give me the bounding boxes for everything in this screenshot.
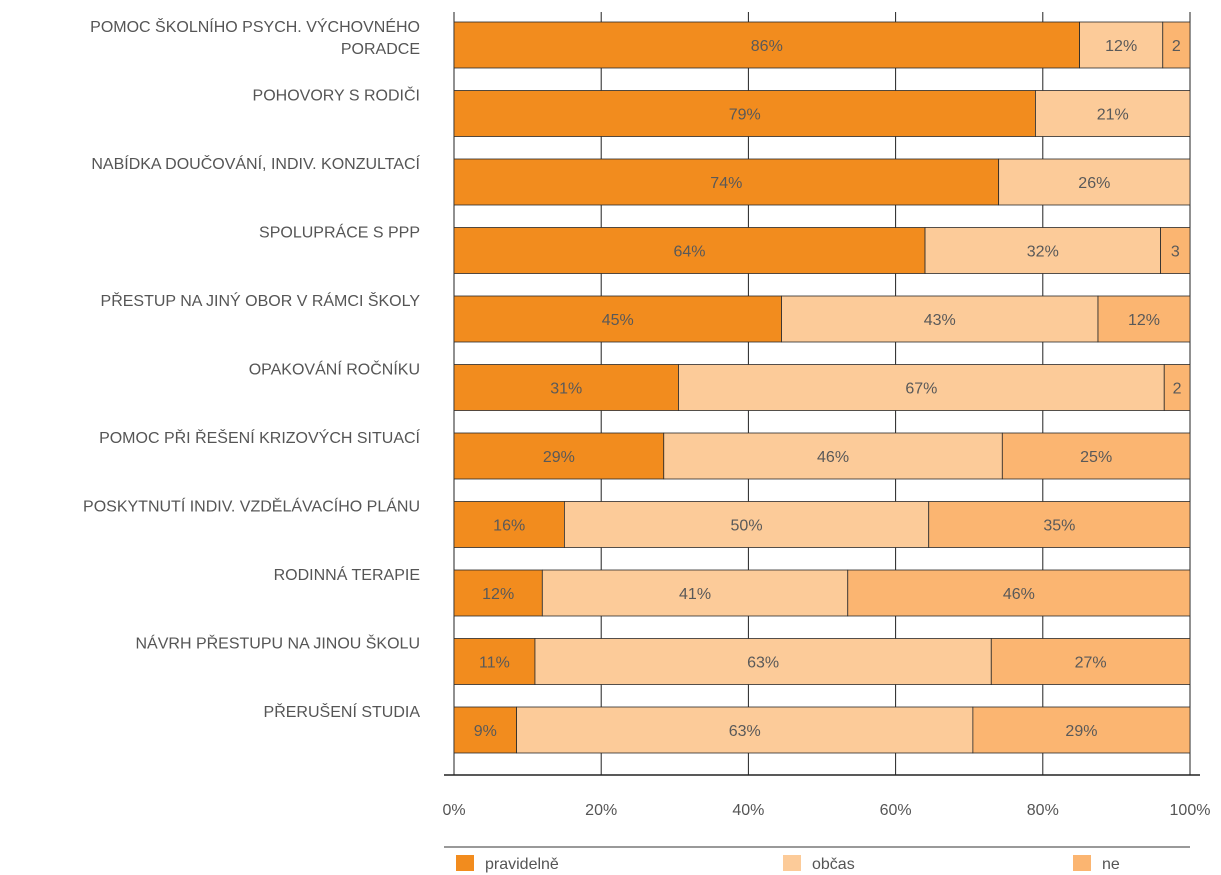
legend-swatch — [456, 855, 474, 871]
x-tick-label: 20% — [585, 802, 617, 819]
category-label: POMOC PŘI ŘEŠENÍ KRIZOVÝCH SITUACÍ — [99, 428, 420, 447]
data-label: 2 — [1172, 38, 1181, 55]
bar-segment — [928, 501, 1191, 548]
bar-segment — [1001, 432, 1191, 480]
bar-segment — [453, 21, 1080, 69]
data-label: 64% — [674, 244, 706, 261]
bar-segment — [534, 638, 992, 685]
legend-label: ne — [1102, 856, 1120, 873]
bar-segment — [453, 364, 679, 411]
category-labels: POMOC ŠKOLNÍHO PSYCH. VÝCHOVNÉHO PORADCE P… — [83, 17, 421, 721]
data-label: 3 — [1171, 244, 1180, 261]
bar-segment — [972, 706, 1191, 754]
category-label: NABÍDKA DOUČOVÁNÍ, INDIV. KONZULTACÍ — [91, 154, 420, 173]
data-label: 2 — [1173, 381, 1182, 398]
legend-swatch — [783, 855, 801, 871]
category-label: SPOLUPRÁCE S PPP — [259, 223, 420, 242]
bar-segment — [453, 706, 517, 754]
x-tick-label: 60% — [880, 802, 912, 819]
data-label: 86% — [751, 38, 783, 55]
category-label: NÁVRH PŘESTUPU NA JINOU ŠKOLU — [136, 634, 421, 653]
bar-segment — [453, 295, 782, 343]
bar-segment — [1035, 90, 1191, 137]
data-label: 41% — [679, 586, 711, 603]
data-label: 16% — [493, 518, 525, 535]
bar-segment — [1162, 21, 1191, 69]
data-label: 21% — [1097, 107, 1129, 124]
data-label: 11% — [479, 655, 510, 672]
bar-segment — [847, 569, 1191, 617]
bar-segment — [564, 501, 930, 548]
bar-segment — [453, 90, 1036, 137]
data-label: 43% — [924, 312, 956, 329]
legend-swatch — [1073, 855, 1091, 871]
data-label: 31% — [550, 381, 582, 398]
data-label: 12% — [1105, 38, 1137, 55]
bar-segment — [998, 158, 1191, 206]
category-label: PŘERUŠENÍ STUDIA — [264, 702, 421, 721]
x-tick-label: 40% — [732, 802, 764, 819]
bar-segment — [663, 432, 1003, 480]
data-label: 45% — [602, 312, 634, 329]
x-axis: 0% 20% 40% 60% 80% 100% — [442, 774, 1211, 819]
data-label: 26% — [1078, 175, 1110, 192]
bar-segment — [516, 706, 974, 754]
category-label: POHOVORY S RODIČI — [253, 86, 420, 105]
data-label: 67% — [905, 381, 937, 398]
bar-segment — [990, 638, 1191, 685]
data-label: 79% — [729, 107, 761, 124]
legend-label: občas — [812, 856, 855, 873]
data-label: 29% — [1065, 723, 1097, 740]
category-label: OPAKOVÁNÍ ROČNÍKU — [249, 360, 420, 379]
category-label: PŘESTUP NA JINÝ OBOR V RÁMCI ŠKOLY — [101, 291, 421, 310]
bar-segment — [924, 227, 1161, 274]
bars: 86% 12% 2 79% 21% 74% 26% 64% 32% 3 45% 43% 12% 31% 67… — [453, 21, 1191, 754]
data-label: 35% — [1043, 518, 1075, 535]
bar-segment — [453, 432, 665, 480]
data-label: 27% — [1075, 655, 1107, 672]
data-label: 63% — [747, 655, 779, 672]
data-label: 12% — [482, 586, 514, 603]
category-label: POSKYTNUTÍ INDIV. VZDĚLÁVACÍHO PLÁNU — [83, 497, 420, 516]
legend-label: pravidelně — [485, 856, 559, 873]
bar-segment — [541, 569, 849, 617]
data-label: 50% — [731, 518, 763, 535]
data-label: 46% — [1003, 586, 1035, 603]
bar-segment — [453, 638, 536, 685]
data-label: 29% — [543, 449, 575, 466]
data-label: 74% — [710, 175, 742, 192]
data-label: 25% — [1080, 449, 1112, 466]
data-label: 46% — [817, 449, 849, 466]
x-tick-label: 80% — [1027, 802, 1059, 819]
bar-segment — [453, 569, 543, 617]
category-label: POMOC ŠKOLNÍHO PSYCH. VÝCHOVNÉHO — [90, 17, 420, 36]
bar-segment — [1160, 227, 1191, 274]
bar-segment — [781, 295, 1099, 343]
category-label: PORADCE — [341, 41, 420, 58]
bar-segment — [453, 158, 1000, 206]
bar-segment — [1097, 295, 1191, 343]
data-label: 63% — [729, 723, 761, 740]
category-label: RODINNÁ TERAPIE — [274, 565, 420, 584]
legend: pravidelně občas ne — [444, 846, 1190, 873]
x-tick-label: 100% — [1170, 802, 1211, 819]
bar-segment — [1163, 364, 1191, 411]
data-label: 9% — [474, 723, 497, 740]
bar-segment — [453, 227, 926, 274]
x-tick-label: 0% — [442, 802, 465, 819]
data-label: 12% — [1128, 312, 1160, 329]
data-label: 32% — [1027, 244, 1059, 261]
